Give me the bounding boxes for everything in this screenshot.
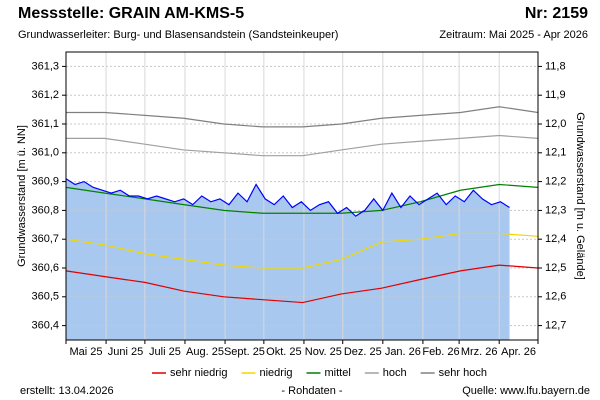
y-tick-label: 360,9 [31,176,59,188]
y2-tick-label: 12,4 [545,233,566,245]
y2-tick-label: 12,2 [545,176,566,188]
source: Quelle: www.lfu.bayern.de [462,385,590,397]
y-tick-label: 361,1 [31,118,59,130]
series-line [65,183,539,214]
legend-label: sehr niedrig [170,367,227,379]
x-tick-label: Jan. 26 [385,346,421,358]
y2-axis-label: Grundwasserstand [m u. Gelände] [574,112,586,280]
y2-tick-label: 11,9 [545,89,566,101]
y-tick-label: 360,8 [31,204,59,216]
x-tick-label: Sept. 25 [224,346,265,358]
legend-label: sehr hoch [439,367,487,379]
y-tick-label: 360,5 [31,291,59,303]
x-tick-label: Juni 25 [108,346,143,358]
x-tick-label: Dez. 25 [344,346,382,358]
x-tick-label: Juli 25 [149,346,181,358]
data-note: - Rohdaten - [281,385,342,397]
plot-area: 360,4 360,5 360,6 360,7 360,8 360,9 361,0 361,1… [31,51,566,358]
legend-label: mittel [325,367,351,379]
y2-tick-label: 12,6 [545,291,566,303]
x-tick-label: Nov. 25 [305,346,342,358]
legend-label: hoch [383,367,407,379]
measurement-line [65,178,510,217]
station-number: Nr: 2159 [525,5,588,22]
y-tick-label: 360,7 [31,233,59,245]
x-tick-label: Mrz. 26 [461,346,498,358]
series-line [65,232,539,269]
created-date: erstellt: 13.04.2026 [20,385,114,397]
y-tick-label: 361,0 [31,147,59,159]
y2-tick-label: 12,1 [545,147,566,159]
chart-title: Messstelle: GRAIN AM-KMS-5 [18,5,244,22]
x-tick-label: Apr. 26 [501,346,536,358]
legend-label: niedrig [259,367,292,379]
series-line [66,106,539,128]
y-tick-label: 360,6 [31,262,59,274]
x-tick-label: Okt. 25 [266,346,301,358]
y2-tick-label: 12,5 [545,262,566,274]
y-tick-label: 361,3 [31,60,59,72]
legend: sehr niedrig niedrig mittel hoch sehr hoch [152,367,487,379]
series-line [65,264,539,304]
measurement-area [66,178,510,340]
x-tick-label: Aug. 25 [186,346,224,358]
y2-tick-label: 12,7 [545,320,566,332]
aquifer: Grundwasserleiter: Burg- und Blasensands… [18,29,338,41]
plot-border [65,51,539,341]
y-axis-label: Grundwasserstand [m ü. NN] [16,125,28,267]
period: Zeitraum: Mai 2025 - Apr 2026 [439,29,588,41]
y2-tick-label: 11,8 [545,60,566,72]
x-tick-label: Mai 25 [70,346,103,358]
y2-tick-label: 12,0 [545,118,566,130]
y-tick-label: 360,4 [31,320,59,332]
x-tick-label: Feb. 26 [422,346,459,358]
y-tick-label: 361,2 [31,89,59,101]
series-line [66,134,539,157]
y2-tick-label: 12,3 [545,204,566,216]
